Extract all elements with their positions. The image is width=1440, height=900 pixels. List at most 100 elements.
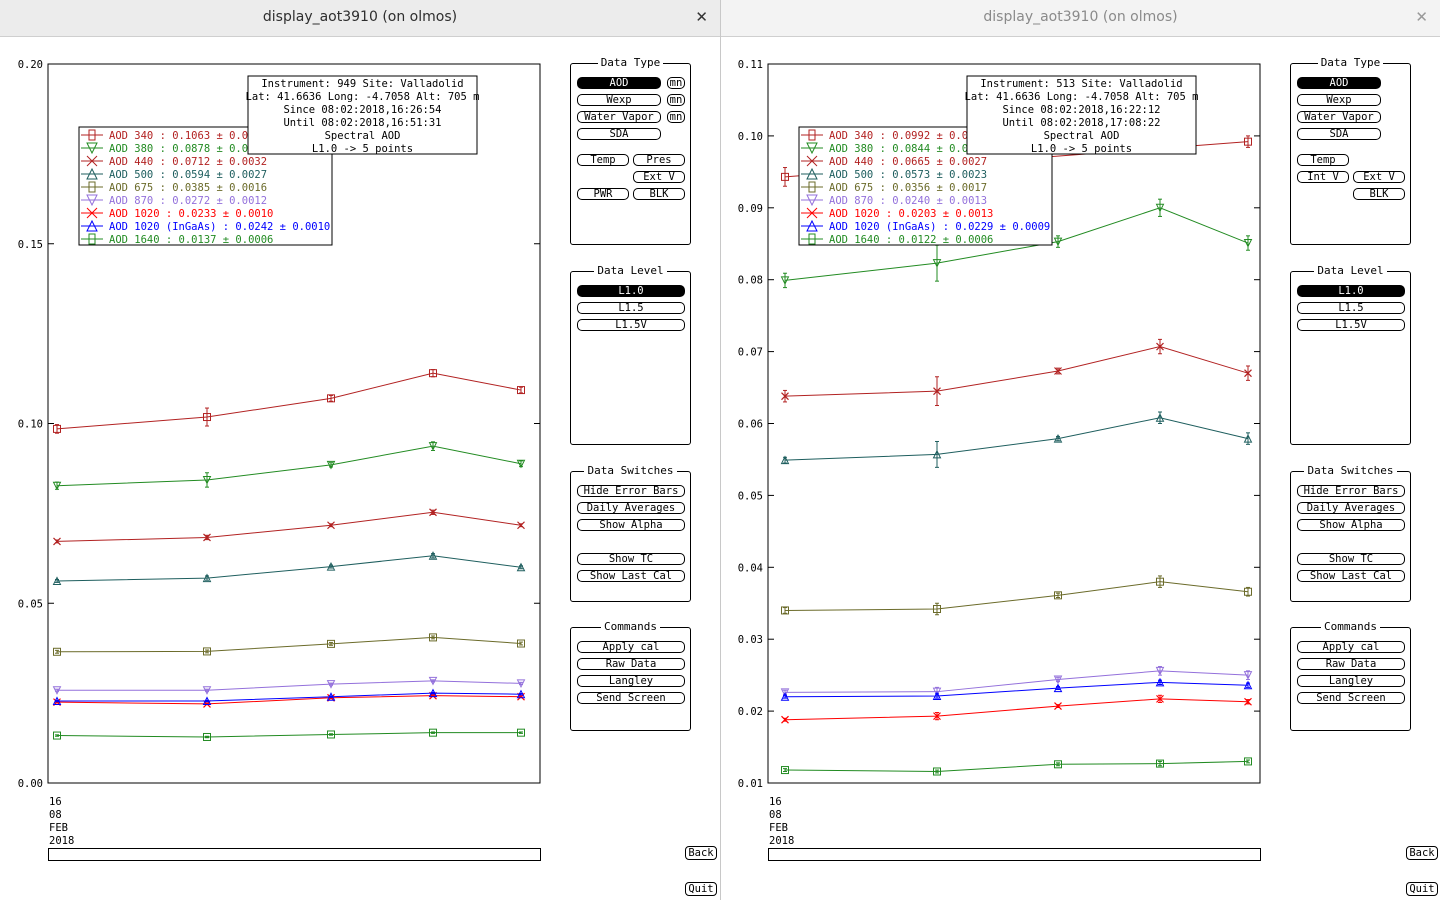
legend-marker bbox=[86, 167, 98, 180]
apply-cal-button[interactable]: Apply cal bbox=[1297, 641, 1405, 653]
show-last-cal-button[interactable]: Show Last Cal bbox=[1297, 570, 1405, 582]
level-l1-5v-button[interactable]: L1.5V bbox=[1297, 319, 1405, 331]
data-point bbox=[933, 767, 941, 776]
horizontal-scrollbar[interactable] bbox=[48, 848, 541, 861]
legend-label: AOD 675 : 0.0356 ± 0.0017 bbox=[829, 182, 987, 194]
aod-chart: 0.00 0.05 0.10 0.15 0.20 AOD 340 : 0.1063 ± 0… bbox=[18, 59, 541, 790]
data-point bbox=[781, 606, 789, 615]
aod-button[interactable]: AOD bbox=[1297, 77, 1381, 89]
ext-v-button[interactable]: Ext V bbox=[633, 171, 685, 183]
data-point bbox=[781, 392, 789, 401]
aod-button[interactable]: AOD bbox=[577, 77, 661, 89]
data-point bbox=[932, 691, 942, 701]
water-vapor-button[interactable]: Water Vapor bbox=[1297, 111, 1381, 123]
info-line: L1.0 -> 5 points bbox=[1031, 143, 1132, 155]
data-type-panel: Data Type AOD mn Wexp mn Water Vapor mn … bbox=[570, 56, 691, 245]
water-vapor-button[interactable]: Water Vapor bbox=[577, 111, 661, 123]
data-point bbox=[53, 537, 61, 546]
close-icon[interactable]: ✕ bbox=[695, 8, 708, 26]
window-titlebar[interactable]: display_aot3910 (on olmos) ✕ bbox=[721, 0, 1440, 37]
back-button[interactable]: Back bbox=[685, 846, 717, 860]
raw-data-button[interactable]: Raw Data bbox=[1297, 658, 1405, 670]
data-point bbox=[516, 679, 526, 689]
wexp-button[interactable]: Wexp bbox=[1297, 94, 1381, 106]
legend-label: AOD 675 : 0.0385 ± 0.0016 bbox=[109, 182, 267, 194]
blk-button[interactable]: BLK bbox=[1353, 188, 1405, 200]
data-point bbox=[932, 687, 942, 697]
y-tick-label: 0.04 bbox=[738, 562, 763, 574]
langley-button[interactable]: Langley bbox=[1297, 675, 1405, 687]
data-point bbox=[1053, 237, 1063, 247]
temp-button[interactable]: Temp bbox=[577, 154, 629, 166]
data-point bbox=[327, 521, 335, 530]
legend-marker bbox=[806, 194, 818, 207]
horizontal-scrollbar[interactable] bbox=[768, 848, 1261, 861]
data-point bbox=[780, 688, 790, 698]
aod-mn-button[interactable]: mn bbox=[667, 77, 685, 89]
y-tick-label: 0.10 bbox=[738, 131, 763, 143]
series-aod-675 bbox=[781, 575, 1252, 616]
x-label-month-number: 08 bbox=[769, 809, 782, 821]
data-point bbox=[1053, 433, 1063, 443]
pwr-button[interactable]: PWR bbox=[577, 188, 629, 200]
data-point bbox=[780, 692, 790, 701]
x-label-day: 16 bbox=[769, 796, 782, 808]
data-switches-title: Data Switches bbox=[1304, 464, 1397, 477]
info-line: Spectral AOD bbox=[325, 130, 401, 142]
show-tc-button[interactable]: Show TC bbox=[1297, 553, 1405, 565]
wexp-button[interactable]: Wexp bbox=[577, 94, 661, 106]
legend-marker bbox=[806, 167, 818, 180]
info-line: Until 08:02:2018,17:08:22 bbox=[1002, 117, 1160, 129]
show-alpha-button[interactable]: Show Alpha bbox=[1297, 519, 1405, 531]
blk-button[interactable]: BLK bbox=[633, 188, 685, 200]
legend-marker bbox=[808, 129, 816, 141]
legend-label: AOD 870 : 0.0272 ± 0.0012 bbox=[109, 195, 267, 207]
hide-error-bars-button[interactable]: Hide Error Bars bbox=[577, 485, 685, 497]
data-switches-panel: Data Switches Hide Error Bars Daily Aver… bbox=[1290, 464, 1411, 602]
legend-label: AOD 340 : 0.0992 ± 0.0 bbox=[829, 130, 968, 142]
level-l1-0-button[interactable]: L1.0 bbox=[1297, 285, 1405, 297]
x-label-month: FEB bbox=[769, 822, 788, 834]
apply-cal-button[interactable]: Apply cal bbox=[577, 641, 685, 653]
data-point bbox=[517, 521, 525, 530]
window-titlebar[interactable]: display_aot3910 (on olmos) ✕ bbox=[0, 0, 720, 37]
daily-averages-button[interactable]: Daily Averages bbox=[1297, 502, 1405, 514]
show-tc-button[interactable]: Show TC bbox=[577, 553, 685, 565]
legend-label: AOD 440 : 0.0665 ± 0.0027 bbox=[829, 156, 987, 168]
temp-button[interactable]: Temp bbox=[1297, 154, 1349, 166]
data-point bbox=[1156, 577, 1164, 586]
int-v-button[interactable]: Int V bbox=[1297, 171, 1349, 183]
level-l1-5-button[interactable]: L1.5 bbox=[1297, 302, 1405, 314]
langley-button[interactable]: Langley bbox=[577, 675, 685, 687]
info-box bbox=[247, 75, 478, 155]
daily-averages-button[interactable]: Daily Averages bbox=[577, 502, 685, 514]
sda-button[interactable]: SDA bbox=[577, 128, 661, 140]
quit-button[interactable]: Quit bbox=[685, 882, 717, 896]
level-l1-5-button[interactable]: L1.5 bbox=[577, 302, 685, 314]
level-l1-0-button[interactable]: L1.0 bbox=[577, 285, 685, 297]
series-line bbox=[784, 417, 1249, 461]
water-vapor-mn-button[interactable]: mn bbox=[667, 111, 685, 123]
data-point bbox=[516, 562, 526, 572]
send-screen-button[interactable]: Send Screen bbox=[577, 692, 685, 704]
show-alpha-button[interactable]: Show Alpha bbox=[577, 519, 685, 531]
show-last-cal-button[interactable]: Show Last Cal bbox=[577, 570, 685, 582]
data-point bbox=[428, 676, 438, 686]
raw-data-button[interactable]: Raw Data bbox=[577, 658, 685, 670]
data-point bbox=[429, 728, 437, 737]
data-point bbox=[1155, 677, 1165, 687]
legend-label: AOD 380 : 0.0844 ± 0.0 bbox=[829, 143, 968, 155]
data-point bbox=[516, 459, 526, 469]
sda-button[interactable]: SDA bbox=[1297, 128, 1381, 140]
close-icon[interactable]: ✕ bbox=[1415, 8, 1428, 26]
data-point bbox=[429, 508, 437, 517]
pres-button[interactable]: Pres bbox=[633, 154, 685, 166]
ext-v-button[interactable]: Ext V bbox=[1353, 171, 1405, 183]
send-screen-button[interactable]: Send Screen bbox=[1297, 692, 1405, 704]
level-l1-5v-button[interactable]: L1.5V bbox=[577, 319, 685, 331]
back-button[interactable]: Back bbox=[1406, 846, 1438, 860]
commands-panel: Commands Apply cal Raw Data Langley Send… bbox=[1290, 620, 1411, 731]
wexp-mn-button[interactable]: mn bbox=[667, 94, 685, 106]
hide-error-bars-button[interactable]: Hide Error Bars bbox=[1297, 485, 1405, 497]
quit-button[interactable]: Quit bbox=[1406, 882, 1438, 896]
